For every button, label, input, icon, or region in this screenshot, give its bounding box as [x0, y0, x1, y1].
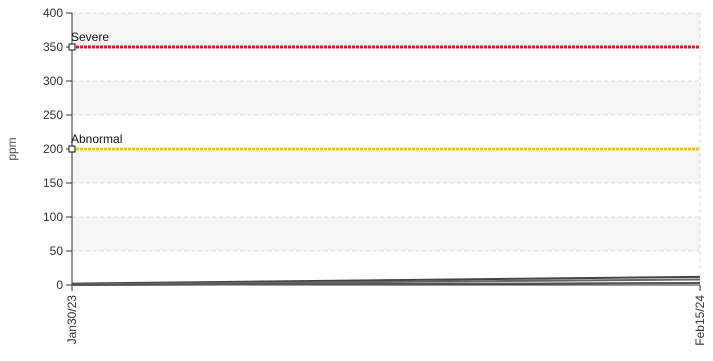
- plot-bands: [72, 13, 700, 251]
- y-tick-label: 400: [43, 6, 63, 20]
- x-tick-label: Jan30/23: [65, 295, 79, 345]
- plot-band: [72, 149, 700, 183]
- y-tick-label: 100: [43, 210, 63, 224]
- x-axis-ticks: Jan30/23 Feb15/24: [65, 285, 707, 346]
- y-tick-label: 200: [43, 142, 63, 156]
- threshold-marker: [69, 146, 75, 152]
- y-tick-label: 50: [50, 244, 64, 258]
- y-tick-label: 150: [43, 176, 63, 190]
- plot-band: [72, 217, 700, 251]
- y-tick-label: 300: [43, 74, 63, 88]
- plot-band: [72, 81, 700, 115]
- y-axis-title: ppm: [5, 137, 19, 160]
- threshold-marker: [69, 44, 75, 50]
- x-tick-label: Feb15/24: [693, 295, 707, 346]
- plot-band: [72, 13, 700, 47]
- y-tick-label: 0: [56, 278, 63, 292]
- threshold-label: Abnormal: [71, 132, 122, 146]
- y-tick-label: 350: [43, 40, 63, 54]
- data-series: [72, 277, 700, 285]
- y-tick-label: 250: [43, 108, 63, 122]
- y-axis-ticks: 0 50 100 150 200 250 300 350 400: [43, 6, 72, 292]
- threshold-label: Severe: [71, 30, 109, 44]
